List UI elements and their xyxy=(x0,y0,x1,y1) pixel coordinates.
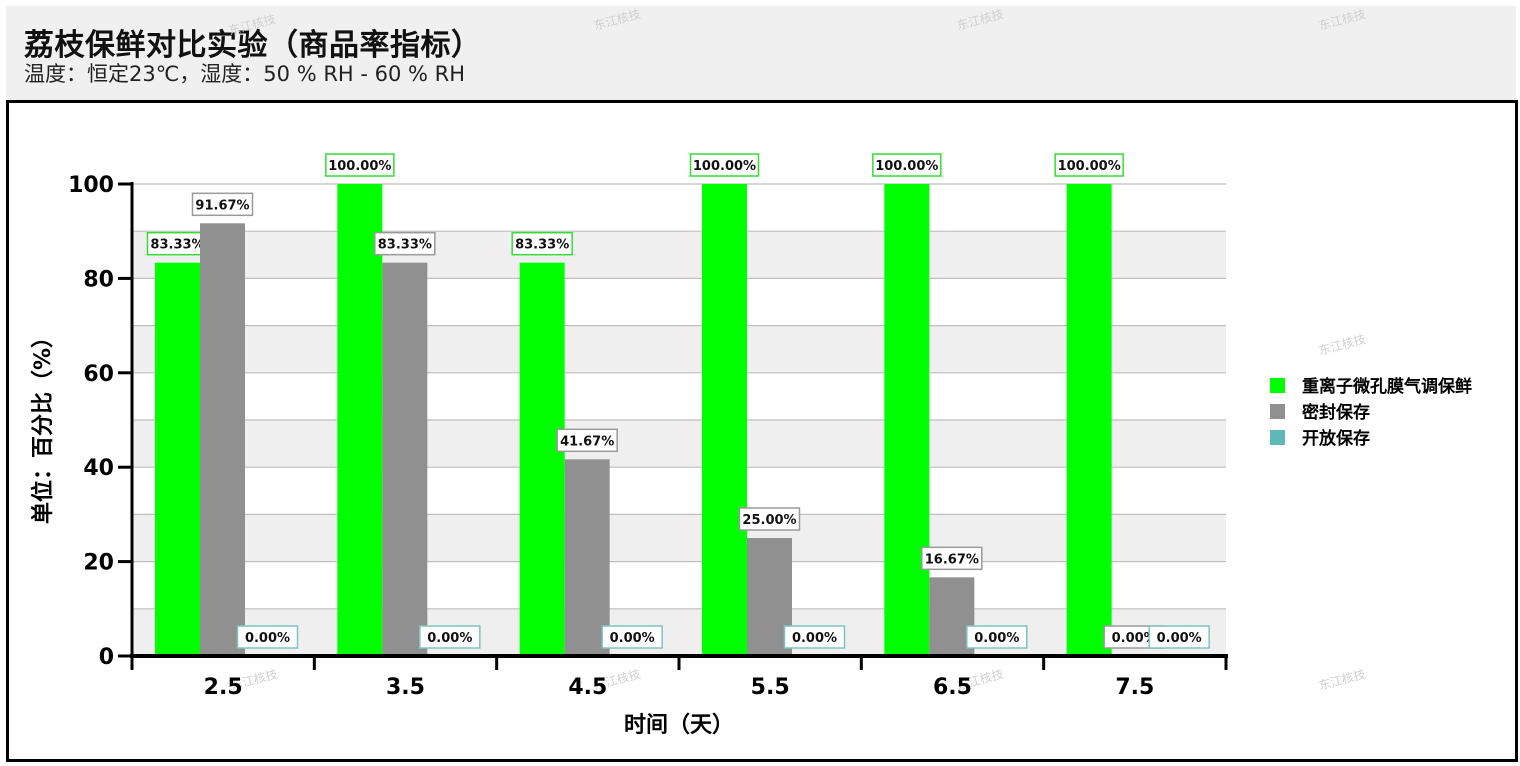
chart-header: 荔枝保鲜对比实验（商品率指标） 温度：恒定23℃，湿度：50 % RH - 60… xyxy=(6,6,1516,100)
legend-swatch xyxy=(1270,404,1285,419)
bar xyxy=(519,262,565,656)
x-tick-label: 4.5 xyxy=(568,675,607,700)
bar xyxy=(702,184,747,656)
data-label-box xyxy=(236,625,299,649)
chart-title: 荔枝保鲜对比实验（商品率指标） xyxy=(24,28,482,63)
data-label-box xyxy=(738,507,801,531)
data-label: 100.00% xyxy=(328,159,391,174)
y-tick-label: 100 xyxy=(68,173,114,198)
data-label: 0.00% xyxy=(792,631,837,646)
data-label: 83.33% xyxy=(150,238,204,253)
bar xyxy=(155,262,200,656)
legend-swatch xyxy=(1270,430,1285,445)
legend-label: 开放保存 xyxy=(1302,428,1370,449)
y-tick-label: 40 xyxy=(83,456,114,481)
data-label: 16.67% xyxy=(925,552,979,567)
grid-band xyxy=(132,325,1226,373)
x-tick-label: 6.5 xyxy=(933,675,972,700)
grid-band xyxy=(132,231,1226,279)
y-tick-label: 60 xyxy=(83,362,114,387)
data-label-box xyxy=(689,153,760,177)
bar xyxy=(200,223,245,656)
bar xyxy=(884,184,930,656)
data-label-box xyxy=(191,192,254,217)
data-label: 0.00% xyxy=(974,631,1019,646)
x-tick-label: 2.5 xyxy=(204,675,243,700)
grid-band xyxy=(132,514,1226,562)
data-label-box xyxy=(374,231,436,256)
legend-label: 重离子微孔膜气调保鲜 xyxy=(1302,376,1472,397)
grid-band xyxy=(132,420,1226,468)
chart-subtitle: 温度：恒定23℃，湿度：50 % RH - 60 % RH xyxy=(24,62,466,86)
data-label: 100.00% xyxy=(1058,159,1121,174)
watermark-text: 东江核技 xyxy=(592,7,642,33)
bar xyxy=(337,184,383,656)
y-tick-label: 20 xyxy=(83,551,114,576)
y-tick-label: 0 xyxy=(99,645,114,670)
data-label: 0.00% xyxy=(610,631,655,646)
watermark-text: 东江核技 xyxy=(1317,7,1367,33)
x-tick-label: 7.5 xyxy=(1115,675,1154,700)
data-label-box xyxy=(556,428,618,453)
bar xyxy=(1066,184,1112,656)
data-label-box xyxy=(511,231,573,256)
grid-band xyxy=(132,608,1226,656)
watermark-text: 东江核技 xyxy=(1317,332,1367,358)
data-label-box xyxy=(966,625,1028,649)
data-label-box xyxy=(1054,153,1124,177)
legend-swatch xyxy=(1270,378,1285,393)
data-label-box xyxy=(872,153,942,177)
data-label: 0.00% xyxy=(427,631,472,646)
legend-label: 密封保存 xyxy=(1302,402,1370,423)
data-label: 83.33% xyxy=(515,238,569,253)
data-label: 91.67% xyxy=(195,198,249,213)
data-label: 25.00% xyxy=(742,513,796,528)
data-label-box xyxy=(325,153,395,177)
bar xyxy=(564,459,610,656)
data-label: 0.00% xyxy=(1112,631,1157,646)
watermark-text: 东江核技 xyxy=(955,7,1005,33)
data-label: 0.00% xyxy=(245,631,290,646)
data-label-box xyxy=(601,625,663,649)
data-label: 41.67% xyxy=(560,434,614,449)
watermark-text: 东江核技 xyxy=(1317,667,1367,693)
watermark-text: 东江核技 xyxy=(227,12,277,38)
y-axis-title: 单位：百分比（%） xyxy=(30,326,56,524)
bar xyxy=(382,262,428,656)
data-label: 0.00% xyxy=(1157,631,1202,646)
data-label: 100.00% xyxy=(875,159,938,174)
data-label: 83.33% xyxy=(378,238,432,253)
x-tick-label: 3.5 xyxy=(386,675,425,700)
data-label-box xyxy=(783,625,846,649)
data-label-box xyxy=(1148,625,1210,649)
data-label-box xyxy=(419,625,481,649)
x-axis-title: 时间（天） xyxy=(624,713,734,738)
data-label: 100.00% xyxy=(693,159,756,174)
x-tick-label: 5.5 xyxy=(751,675,790,700)
y-tick-label: 80 xyxy=(83,267,114,292)
data-label-box xyxy=(921,546,983,571)
